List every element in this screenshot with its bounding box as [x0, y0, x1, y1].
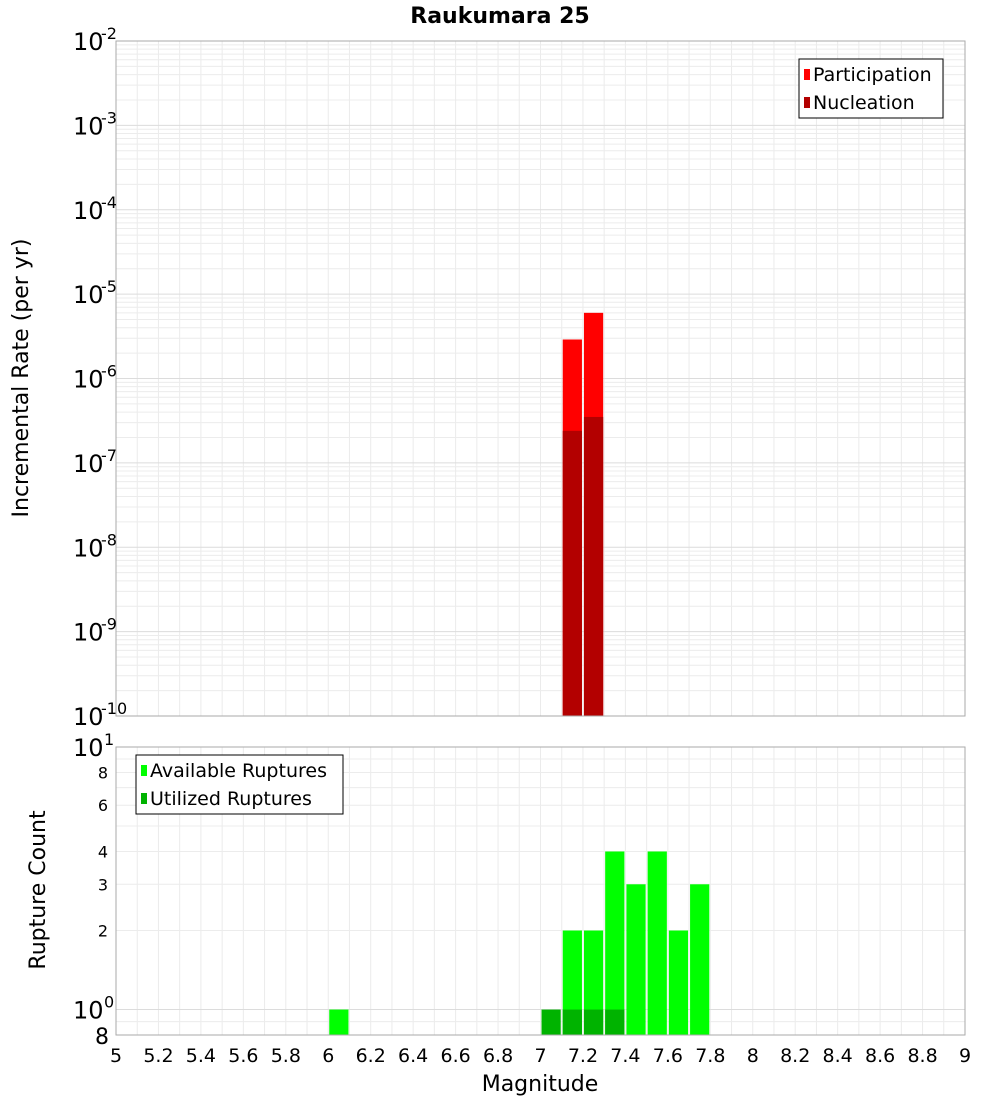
bottom-utilized-ruptures-bar — [583, 1009, 604, 1035]
top-y-tick-label: 10 — [73, 112, 104, 140]
top-y-tick-exponent: -3 — [101, 108, 117, 127]
x-tick-label: 6 — [322, 1045, 334, 1067]
top-y-tick-exponent: -2 — [101, 24, 117, 43]
top-y-tick-label: 10 — [73, 450, 104, 478]
x-axis-label: Magnitude — [482, 1072, 599, 1097]
x-tick-label: 6.4 — [398, 1045, 428, 1067]
top-y-tick-exponent: -10 — [101, 699, 127, 718]
top-legend-swatch — [804, 97, 810, 108]
bottom-y-tick-label: 3 — [98, 875, 108, 894]
x-tick-label: 5 — [110, 1045, 122, 1067]
x-tick-label: 8.8 — [907, 1045, 937, 1067]
x-tick-label: 8.4 — [823, 1045, 853, 1067]
bottom-available-ruptures-bar — [583, 930, 604, 1035]
top-y-tick-exponent: -7 — [101, 446, 117, 465]
bottom-y-tick-label: 8 — [95, 1025, 109, 1050]
bottom-utilized-ruptures-bar — [562, 1009, 582, 1035]
top-y-tick-label: 10 — [73, 28, 104, 56]
bottom-available-ruptures-bar — [329, 1009, 349, 1035]
top-bars — [562, 312, 604, 716]
top-y-axis-label: Incremental Rate (per yr) — [9, 239, 34, 518]
x-tick-label: 5.4 — [186, 1045, 216, 1067]
bottom-available-ruptures-bar — [668, 930, 689, 1035]
x-tick-label: 8.2 — [780, 1045, 810, 1067]
bottom-available-ruptures-bar — [562, 930, 582, 1035]
top-nucleation-bar — [562, 430, 582, 716]
x-tick-label: 5.6 — [228, 1045, 258, 1067]
chart-title: Raukumara 25 — [410, 4, 589, 29]
x-tick-label: 8 — [747, 1045, 759, 1067]
top-y-tick-label: 10 — [73, 366, 104, 394]
x-tick-label: 9 — [959, 1045, 971, 1067]
bottom-legend-label: Utilized Ruptures — [150, 788, 312, 810]
top-y-tick-label: 10 — [73, 703, 104, 731]
bottom-plot-frame — [115, 746, 966, 1036]
top-legend-box — [798, 58, 944, 119]
x-tick-label: 7 — [534, 1045, 546, 1067]
top-y-tick-exponent: -8 — [101, 530, 117, 549]
top-y-tick-label: 10 — [73, 197, 104, 225]
bottom-legend-swatch — [141, 793, 147, 804]
x-tick-label: 6.6 — [440, 1045, 470, 1067]
top-nucleation-bar — [583, 416, 604, 716]
bottom-legend-label: Available Ruptures — [150, 760, 327, 782]
x-tick-label: 6.8 — [483, 1045, 513, 1067]
x-tick-label: 7.8 — [695, 1045, 725, 1067]
bottom-y-axis-label: Rupture Count — [26, 810, 51, 970]
bottom-y-power-tick-label: 10 — [73, 734, 104, 762]
bottom-utilized-ruptures-bar — [605, 1009, 625, 1035]
x-tick-label: 7.2 — [568, 1045, 598, 1067]
top-legend-label: Nucleation — [813, 92, 915, 114]
bottom-bars — [329, 851, 710, 1035]
top-y-tick-label: 10 — [73, 619, 104, 647]
top-legend-swatch — [804, 69, 810, 80]
bottom-y-tick-label: 6 — [98, 796, 108, 815]
x-tick-label: 5.8 — [271, 1045, 301, 1067]
x-tick-label: 6.2 — [356, 1045, 386, 1067]
top-y-tick-label: 10 — [73, 281, 104, 309]
bottom-available-ruptures-bar — [626, 884, 646, 1035]
bottom-available-ruptures-bar — [605, 851, 625, 1035]
bottom-legend-swatch — [141, 765, 147, 776]
bottom-legend-box — [135, 754, 344, 815]
bottom-available-ruptures-bar — [690, 884, 710, 1035]
bottom-available-ruptures-bar — [647, 851, 667, 1035]
top-y-tick-exponent: -4 — [101, 193, 117, 212]
bottom-y-tick-label: 4 — [98, 842, 108, 861]
x-tick-label: 7.6 — [653, 1045, 683, 1067]
top-legend: Participation Nucleation — [798, 58, 944, 119]
top-plot-frame — [115, 40, 966, 717]
top-y-tick-exponent: -6 — [101, 362, 117, 381]
x-tick-label: 5.2 — [143, 1045, 173, 1067]
top-y-tick-exponent: -9 — [101, 615, 117, 634]
top-y-tick-exponent: -5 — [101, 277, 117, 296]
top-grid — [116, 41, 965, 716]
bottom-y-tick-label: 8 — [98, 763, 108, 782]
bottom-y-power-tick-label: 10 — [73, 997, 104, 1025]
bottom-y-power-tick-exponent: 0 — [104, 993, 114, 1012]
bottom-y-tick-label: 2 — [98, 922, 108, 941]
x-tick-label: 7.4 — [610, 1045, 640, 1067]
bottom-legend: Available Ruptures Utilized Ruptures — [135, 754, 344, 815]
bottom-utilized-ruptures-bar — [541, 1009, 561, 1035]
top-legend-label: Participation — [813, 64, 932, 86]
top-y-tick-label: 10 — [73, 534, 104, 562]
bottom-y-power-tick-exponent: 1 — [104, 730, 114, 749]
x-tick-label: 8.6 — [865, 1045, 895, 1067]
